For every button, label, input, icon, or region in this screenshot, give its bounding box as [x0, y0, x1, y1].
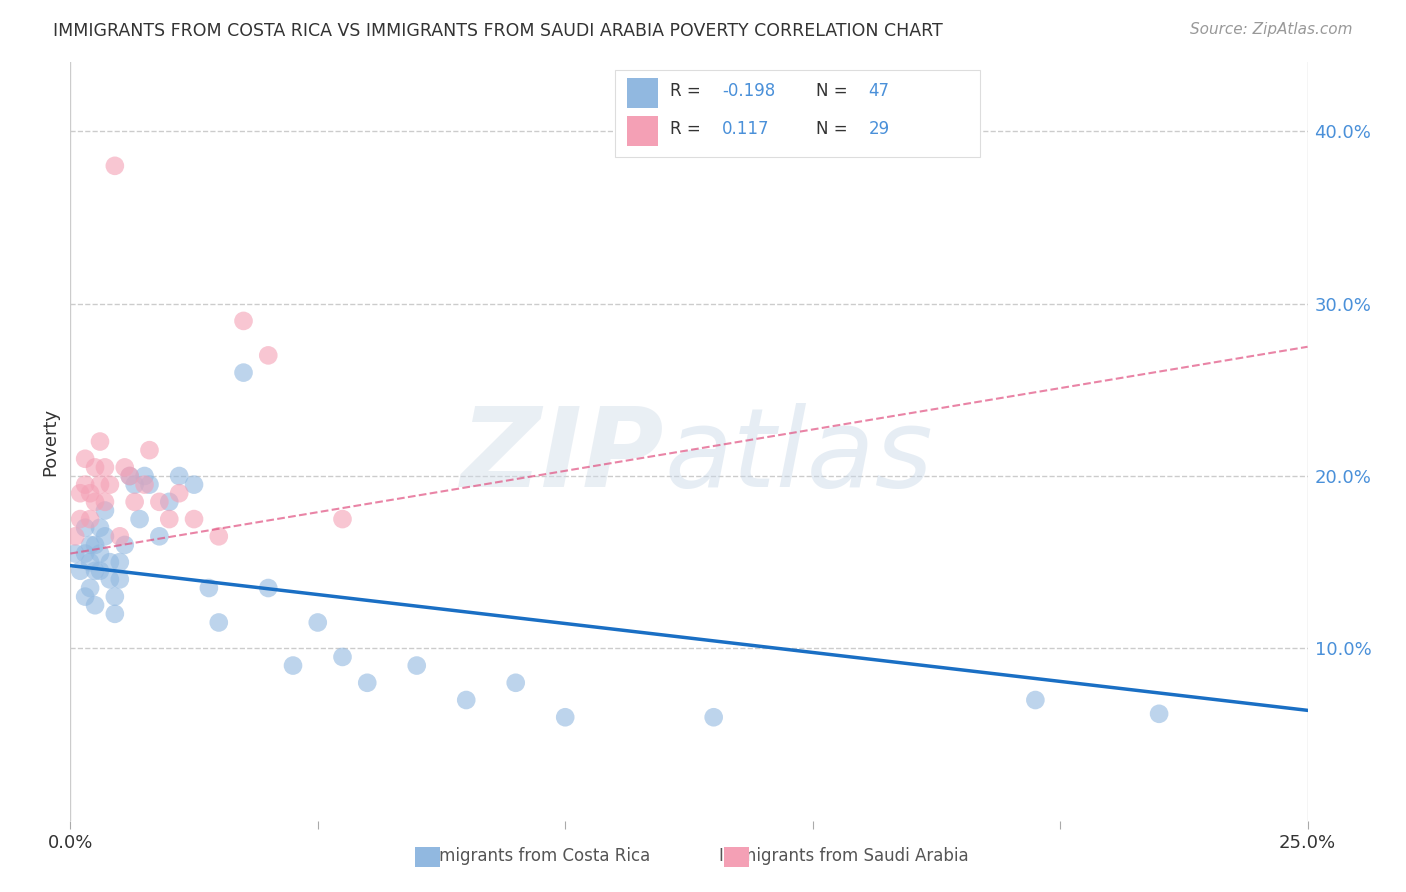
Point [94, 529, 117, 543]
Point [118, 469, 141, 483]
Text: Source: ZipAtlas.com: Source: ZipAtlas.com [1189, 22, 1353, 37]
Point [98, 555, 121, 569]
Point [89, 521, 111, 535]
Point [104, 159, 127, 173]
Point [307, 615, 329, 630]
Point [79, 538, 101, 552]
Point [1147, 706, 1170, 721]
Text: -0.198: -0.198 [723, 82, 776, 100]
Point [183, 512, 205, 526]
Point [75, 451, 97, 466]
Point [198, 581, 221, 595]
Point [332, 649, 354, 664]
Point [79, 555, 101, 569]
Text: R =: R = [671, 82, 706, 100]
Point [332, 512, 354, 526]
Point [114, 460, 136, 475]
Point [79, 486, 101, 500]
Point [124, 495, 146, 509]
Text: Immigrants from Saudi Arabia: Immigrants from Saudi Arabia [718, 847, 969, 865]
Text: 29: 29 [869, 120, 890, 138]
Point [84, 599, 107, 613]
Point [75, 477, 97, 491]
Point [167, 469, 190, 483]
Point [98, 573, 121, 587]
Point [79, 581, 101, 595]
Text: ZIP: ZIP [461, 403, 664, 510]
Point [138, 443, 160, 458]
Point [405, 658, 427, 673]
Point [94, 503, 117, 517]
FancyBboxPatch shape [627, 78, 658, 108]
Text: N =: N = [817, 82, 853, 100]
Point [94, 460, 117, 475]
Point [128, 512, 150, 526]
Point [505, 675, 527, 690]
Point [157, 495, 180, 509]
Point [108, 555, 131, 569]
Point [554, 710, 576, 724]
Text: N =: N = [817, 120, 853, 138]
Point [65, 529, 87, 543]
Point [65, 547, 87, 561]
Point [356, 675, 378, 690]
Point [703, 710, 725, 724]
Point [89, 434, 111, 449]
Point [134, 477, 156, 491]
Point [69, 564, 91, 578]
Point [456, 693, 478, 707]
Point [157, 512, 180, 526]
Point [108, 573, 131, 587]
Point [114, 538, 136, 552]
Point [84, 495, 107, 509]
Point [281, 658, 304, 673]
Text: IMMIGRANTS FROM COSTA RICA VS IMMIGRANTS FROM SAUDI ARABIA POVERTY CORRELATION C: IMMIGRANTS FROM COSTA RICA VS IMMIGRANTS… [53, 22, 943, 40]
Point [1024, 693, 1046, 707]
Point [84, 460, 107, 475]
Point [232, 366, 254, 380]
Point [134, 469, 156, 483]
Point [124, 477, 146, 491]
Point [232, 314, 254, 328]
FancyBboxPatch shape [614, 70, 980, 157]
Point [89, 564, 111, 578]
Point [75, 547, 97, 561]
Text: atlas: atlas [664, 403, 932, 510]
Point [167, 486, 190, 500]
Point [84, 538, 107, 552]
Point [108, 529, 131, 543]
Point [84, 564, 107, 578]
Point [208, 615, 231, 630]
Point [257, 581, 280, 595]
Text: Immigrants from Costa Rica: Immigrants from Costa Rica [418, 847, 651, 865]
Point [98, 477, 121, 491]
Text: R =: R = [671, 120, 706, 138]
Point [148, 529, 170, 543]
Point [183, 477, 205, 491]
Text: 47: 47 [869, 82, 890, 100]
Text: 0.117: 0.117 [723, 120, 770, 138]
Point [257, 348, 280, 362]
Point [138, 477, 160, 491]
Point [118, 469, 141, 483]
Point [89, 477, 111, 491]
Point [89, 547, 111, 561]
Point [148, 495, 170, 509]
Point [104, 590, 127, 604]
Point [94, 495, 117, 509]
Point [79, 512, 101, 526]
Y-axis label: Poverty: Poverty [41, 408, 59, 475]
Point [69, 486, 91, 500]
Point [75, 590, 97, 604]
FancyBboxPatch shape [627, 115, 658, 145]
Point [75, 521, 97, 535]
Point [104, 607, 127, 621]
Point [208, 529, 231, 543]
Point [69, 512, 91, 526]
